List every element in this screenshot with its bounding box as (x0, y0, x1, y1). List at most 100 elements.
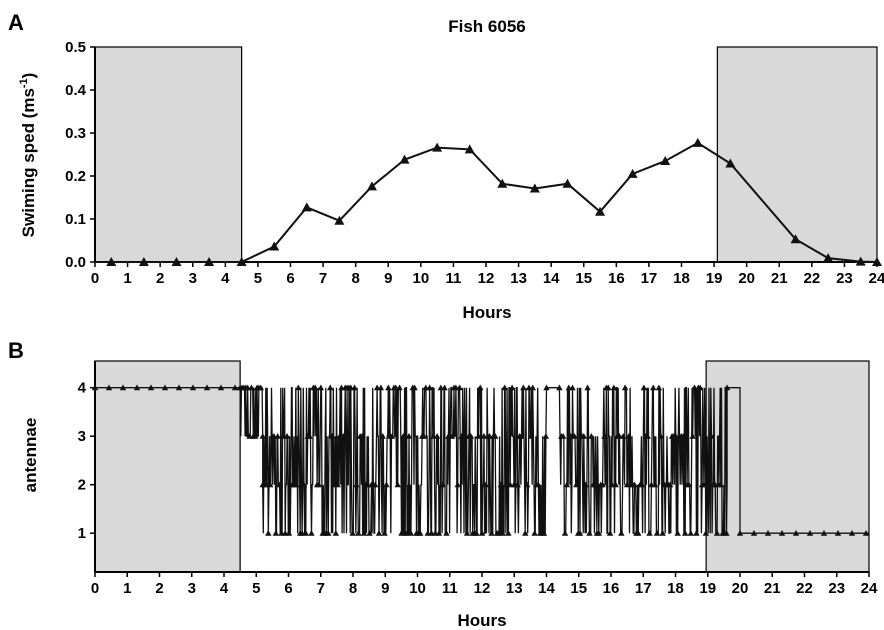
antennae-point (385, 384, 392, 391)
speed-point (399, 154, 410, 164)
y-axis-label-b: antennae (21, 418, 40, 493)
antennae-point (411, 384, 418, 391)
x-tick-label: 8 (349, 580, 357, 597)
antennae-point (601, 432, 608, 439)
antennae-point (556, 384, 563, 391)
x-tick-label: 12 (478, 270, 495, 287)
y-tick-label: 0.0 (65, 254, 86, 271)
antennae-point (308, 529, 315, 536)
x-tick-label: 21 (764, 580, 781, 597)
antennae-point (274, 432, 281, 439)
antennae-point (327, 384, 334, 391)
antennae-point (407, 529, 415, 536)
speed-point (823, 253, 834, 263)
night-shade-1 (94, 360, 241, 573)
antennae-point (520, 384, 527, 391)
antennae-point (584, 384, 591, 391)
antennae-point (713, 529, 721, 536)
antennae-point (586, 529, 593, 536)
antennae-point (325, 529, 332, 536)
x-tick-label: 9 (384, 270, 392, 287)
antennae-point (377, 384, 385, 391)
antennae-point (443, 529, 450, 536)
antennae-point (355, 529, 362, 536)
x-tick-label: 16 (603, 580, 620, 597)
antennae-point (340, 432, 347, 439)
y-tick-label: 2 (78, 477, 86, 494)
x-tick-label: 23 (836, 270, 853, 287)
y-tick-label: 0.3 (65, 125, 86, 142)
antennae-point (764, 529, 772, 536)
antennae-point (599, 481, 606, 488)
x-tick-label: 0 (91, 580, 99, 597)
antennae-point (315, 481, 323, 488)
x-tick-label: 11 (445, 270, 461, 287)
antennae-point (674, 529, 681, 536)
antennae-point (351, 384, 358, 391)
antennae-point (640, 384, 648, 391)
antennae-point (456, 384, 463, 391)
shaded-intervals (94, 360, 870, 573)
antennae-point (580, 432, 588, 439)
panel-b-antennae-chart: B 0 1 2 3 4 5 6 7 8 9 10 11 12 13 14 15 16 17 18 19 20 21 22 23… (8, 338, 878, 630)
antennae-point (508, 384, 516, 391)
x-tick-label: 3 (189, 270, 197, 287)
x-tick-label: 1 (123, 270, 131, 287)
antennae-point (625, 432, 633, 439)
x-tick-label: 13 (510, 270, 527, 287)
y-tick-label: 0.2 (65, 168, 86, 185)
speed-point (497, 178, 508, 188)
antennae-point (666, 481, 674, 488)
panel-b-letter: B (8, 338, 24, 363)
antennae-point (563, 481, 571, 488)
antennae-point (203, 384, 211, 391)
antennae-point (276, 481, 283, 488)
antennae-point (497, 481, 505, 488)
antennae-point (542, 432, 550, 439)
antennae-point (332, 529, 340, 536)
antennae-point (383, 481, 390, 488)
night-shade-1 (94, 46, 243, 263)
antennae-point (328, 432, 336, 439)
antennae-point (681, 529, 689, 536)
antennae-point (105, 384, 113, 391)
x-tick-label: 18 (667, 580, 684, 597)
x-tick-label: 17 (641, 270, 658, 287)
speed-point (692, 137, 703, 147)
speed-point (855, 256, 866, 266)
antennae-point (467, 432, 475, 439)
antennae-point (778, 529, 786, 536)
antennae-point (285, 529, 293, 536)
x-axis-label-a: Hours (462, 303, 511, 322)
antennae-point (372, 481, 379, 488)
x-tick-label: 17 (635, 580, 652, 597)
antennae-point (492, 432, 499, 439)
antennae-point (620, 432, 627, 439)
y-tick-label: 0.1 (65, 211, 86, 228)
antennae-point (518, 432, 525, 439)
speed-point (106, 257, 117, 266)
speed-point (660, 155, 671, 165)
antennae-point (708, 432, 715, 439)
speed-point (725, 158, 736, 168)
antennae-point (689, 432, 696, 439)
antennae-point (441, 384, 448, 391)
antennae-point (540, 529, 548, 536)
antennae-point (133, 384, 141, 391)
antennae-point (653, 529, 661, 536)
antennae-point (650, 384, 657, 391)
antennae-point (300, 481, 308, 488)
ticks: 0 1 2 3 4 5 6 7 8 9 10 11 12 13 14 15 16 17 18 19 20 21 22 23 24… (78, 380, 878, 597)
x-tick-label: 16 (608, 270, 625, 287)
antennae-point (265, 529, 272, 536)
antennae-point (523, 481, 531, 488)
antennae-point (696, 384, 704, 391)
antennae-point (463, 529, 471, 536)
x-tick-label: 5 (254, 270, 262, 287)
panel-a-letter: A (8, 10, 24, 35)
chart-a-title: Fish 6056 (448, 17, 526, 36)
antennae-point (272, 529, 280, 536)
antennae-point (543, 384, 550, 391)
x-tick-label: 2 (156, 270, 164, 287)
